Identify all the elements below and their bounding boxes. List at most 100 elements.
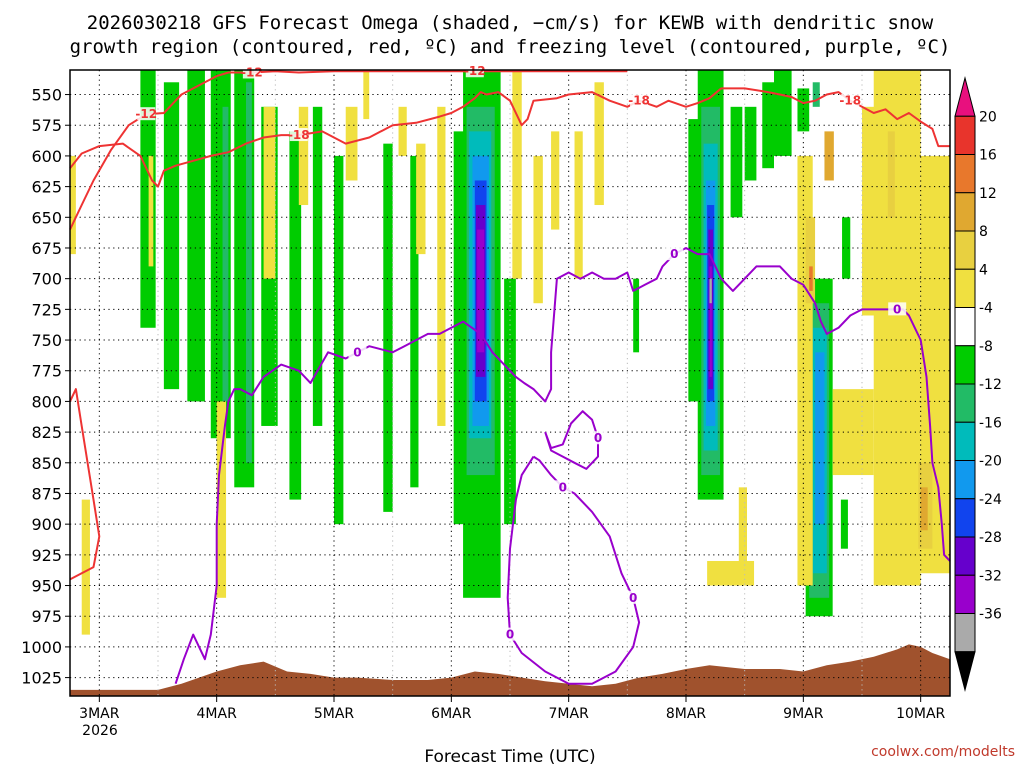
red-label-1-0: -18 <box>288 128 310 142</box>
x-tick-label-7MAR: 7MAR <box>549 706 590 722</box>
y-tick-label-675: 675 <box>31 239 62 258</box>
colorbar-band-11 <box>954 498 976 538</box>
y-tick-label-950: 950 <box>31 577 62 596</box>
omega-cell-51 <box>398 106 407 156</box>
x-axis-ticks: 3MAR 4MAR 5MAR 6MAR 7MAR 8MAR 9MAR 10MAR <box>79 696 946 722</box>
red-label-0-2: -12 <box>464 64 486 78</box>
y-tick-label-825: 825 <box>31 423 62 442</box>
omega-cell-56 <box>551 131 560 230</box>
red-contour-layer: -12 -12 -12 -18 -18 -18 <box>69 64 950 581</box>
x-axis-label: Forecast Time (UTC) <box>424 747 595 767</box>
omega-cell-8 <box>289 131 302 500</box>
colorbar-band-12 <box>954 536 976 576</box>
purple-label-0-1: 0 <box>670 247 678 261</box>
y-tick-label-1025: 1025 <box>21 669 62 688</box>
y-tick-label-875: 875 <box>31 484 62 503</box>
red-label-bg-1-2 <box>841 93 860 107</box>
colorbar-band-2 <box>954 154 976 194</box>
purple-label-2-1: 0 <box>629 591 637 605</box>
purple-contour-2 <box>506 455 641 685</box>
omega-cell-50 <box>363 70 370 120</box>
y-tick-label-600: 600 <box>31 147 62 166</box>
colorbar-label-5: -4 <box>979 301 993 317</box>
omega-cell-45 <box>148 155 154 267</box>
y-tick-label-750: 750 <box>31 331 62 350</box>
omega-cell-43 <box>70 155 76 255</box>
omega-cell-57 <box>574 131 583 279</box>
colorbar-band-13 <box>954 574 976 614</box>
x-tick-label-5MAR: 5MAR <box>314 706 355 722</box>
omega-cell-39 <box>815 352 825 525</box>
x-tick-label-10MAR: 10MAR <box>896 706 945 722</box>
y-tick-label-775: 775 <box>31 362 62 381</box>
colorbar-label-13: -36 <box>979 607 1002 623</box>
omega-cell-1 <box>163 82 180 390</box>
omega-cell-72 <box>894 106 904 279</box>
purple-label-bg-0-0 <box>348 345 367 359</box>
chart-title-line-2: growth region (contoured, red, ºC) and f… <box>70 36 951 58</box>
plot-frame <box>69 69 951 697</box>
red-label-bg-0-0 <box>137 107 156 121</box>
purple-label-1-0: 0 <box>594 431 602 445</box>
purple-label-bg-1-0 <box>589 431 607 445</box>
red-label-1-1: -18 <box>628 94 650 108</box>
colorbar-band-3 <box>954 192 976 232</box>
colorbar-label-2: 12 <box>979 186 997 202</box>
omega-cell-10 <box>334 155 344 525</box>
y-tick-label-625: 625 <box>31 178 62 197</box>
purple-label-bg-2-1 <box>624 590 643 604</box>
y-tick-label-900: 900 <box>31 515 62 534</box>
y-tick-label-700: 700 <box>31 270 62 289</box>
red-contour-0 <box>69 70 628 231</box>
colorbar-band-7 <box>954 345 976 385</box>
colorbar-label-11: -28 <box>979 530 1002 546</box>
y-tick-label-725: 725 <box>31 300 62 319</box>
purple-contour-0 <box>174 247 951 685</box>
omega-cell-42 <box>812 82 820 107</box>
colorbar-label-10: -24 <box>979 492 1002 508</box>
red-contour-2 <box>69 388 101 581</box>
omega-cell-53 <box>437 106 446 426</box>
omega-cell-65 <box>862 106 877 316</box>
omega-cell-12 <box>410 155 419 488</box>
colorbar-label-9: -20 <box>979 454 1002 470</box>
purple-label-bg-2-2 <box>553 480 572 494</box>
chart-title-line-1: 2026030218 GFS Forecast Omega (shaded, −… <box>87 12 934 34</box>
omega-cell-13 <box>453 131 466 525</box>
omega-cell-46 <box>216 401 227 598</box>
omega-cell-66 <box>887 131 900 218</box>
y-tick-label-850: 850 <box>31 454 62 473</box>
purple-contour-layer: 0 0 0 0 0 0 0 <box>174 247 951 685</box>
red-label-bg-1-0 <box>289 128 308 142</box>
colorbar-band-14 <box>954 613 976 653</box>
colorbar-band-5 <box>954 268 976 308</box>
colorbar-band-10 <box>954 460 976 500</box>
omega-cell-41 <box>842 217 851 279</box>
colorbar-label-8: -16 <box>979 415 1002 431</box>
omega-cell-9 <box>312 106 323 426</box>
colorbar: 20 16 12 8 4 -4 -8 -12 -16 -20 -24 -28 -32 -36 <box>954 76 1002 692</box>
colorbar-label-1: 16 <box>979 148 997 164</box>
y-tick-label-925: 925 <box>31 546 62 565</box>
y-tick-label-550: 550 <box>31 86 62 105</box>
y-tick-label-650: 650 <box>31 208 62 227</box>
colorbar-label-3: 8 <box>979 224 988 240</box>
purple-label-bg-0-2 <box>888 302 907 316</box>
red-label-bg-0-1 <box>242 65 261 79</box>
omega-cell-48 <box>298 106 309 206</box>
red-label-0-1: -12 <box>241 65 263 79</box>
credit-text: coolwx.com/modelts <box>871 744 1015 760</box>
grid-layer <box>70 70 950 696</box>
colorbar-band-top <box>954 76 976 117</box>
omega-cell-34 <box>774 70 792 156</box>
omega-cell-32 <box>744 106 757 181</box>
omega-cell-33 <box>762 82 774 169</box>
omega-cell-30 <box>709 266 712 377</box>
colorbar-label-12: -32 <box>979 568 1002 584</box>
y-axis-ticks: 550 575 600 625 650 675 700 725 750 775 800 825 850 8… <box>21 86 70 688</box>
colorbar-label-0: 20 <box>979 109 997 125</box>
colorbar-label-6: -8 <box>979 339 993 355</box>
x-tick-label-9MAR: 9MAR <box>783 706 824 722</box>
purple-label-2-2: 0 <box>559 480 567 494</box>
